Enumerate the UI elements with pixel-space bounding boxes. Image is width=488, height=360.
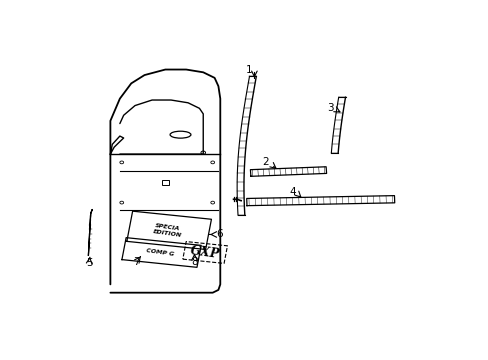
Text: 8: 8: [191, 257, 198, 267]
Bar: [161, 180, 169, 185]
Text: 5: 5: [86, 258, 93, 268]
Text: 6: 6: [216, 229, 223, 239]
Text: 2: 2: [262, 157, 268, 167]
Text: 7: 7: [133, 257, 140, 267]
Text: GXP: GXP: [189, 244, 220, 261]
Text: 3: 3: [326, 103, 333, 113]
Text: EDITION: EDITION: [152, 229, 182, 238]
Text: 4: 4: [289, 187, 296, 197]
Text: COMP G: COMP G: [145, 248, 174, 257]
Text: SPECIA: SPECIA: [154, 223, 180, 232]
Text: 1: 1: [245, 64, 252, 75]
